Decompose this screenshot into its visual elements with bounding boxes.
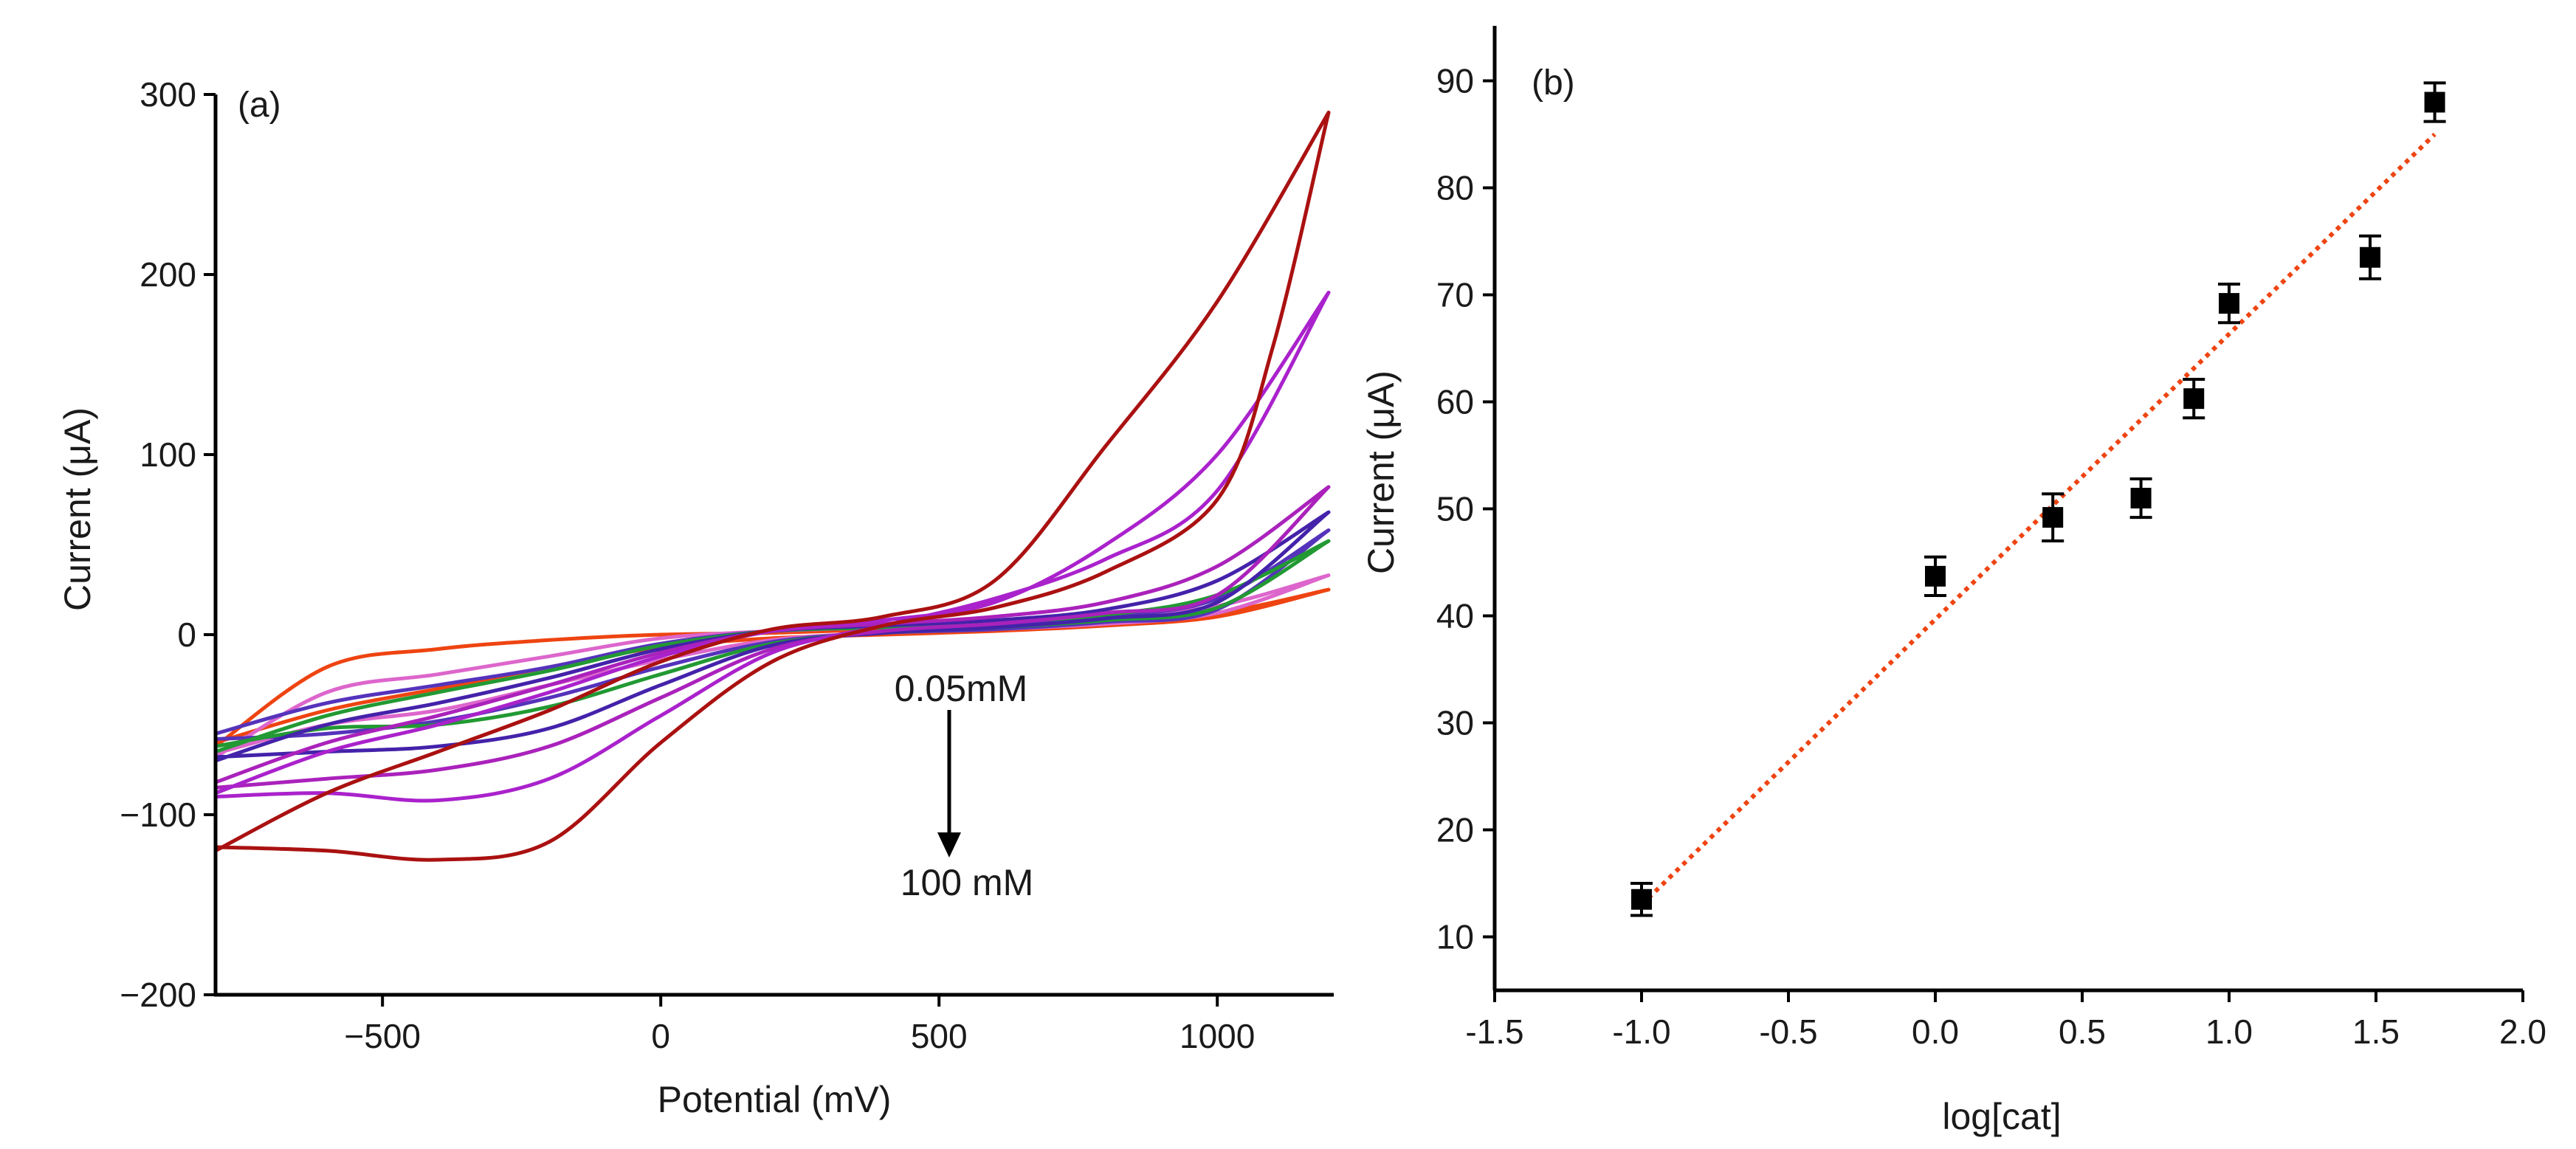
panel-a: −500 0 500 1000 −200 −100 0 100 200 300 (a) Poten… [57,75,1334,1120]
data-point [2424,92,2445,113]
y-tick-label: 80 [1436,169,1474,207]
y-tick-label: 40 [1436,597,1474,635]
data-point [2130,488,2152,508]
cv-curve-3 [215,528,1331,741]
cv-curve-6 [215,485,1331,790]
x-tick-label: 1.5 [2352,1012,2400,1051]
panel-b-y-axis-label: Current (μA) [1360,370,1402,574]
y-tick-label: 100 [140,435,196,474]
data-points [1630,81,2446,917]
x-tick-label: 2.0 [2499,1012,2546,1051]
y-tick-label: 90 [1436,62,1474,100]
y-tick-label: 300 [140,75,196,114]
x-tick-label: 0.5 [2059,1012,2106,1051]
fit-line-group [1639,132,2436,907]
y-tick-label: 50 [1436,490,1474,528]
cv-curve-7 [215,290,1331,803]
y-tick-label: 200 [140,255,196,294]
data-point [1925,565,1946,587]
y-tick-label: 20 [1436,811,1474,849]
y-tick-label: −100 [120,796,196,834]
x-tick-label: 500 [911,1017,968,1055]
cv-curves [214,110,1331,862]
x-tick-label: 0 [651,1017,670,1055]
cv-curve-5 [215,510,1331,763]
data-point [2360,246,2381,268]
panel-b-x-axis-label: log[cat] [1942,1096,2061,1137]
y-tick-label: 60 [1436,383,1474,421]
data-point [2219,293,2239,314]
panel-b-label: (b) [1532,63,1575,103]
cv-curve-8 [214,110,1331,862]
concentration-arrow-head [937,832,961,858]
x-tick-label: 0.0 [1912,1012,1959,1051]
cv-curve-4 [215,539,1331,753]
y-tick-label: 10 [1436,918,1474,956]
x-tick-label: -1.5 [1465,1012,1523,1051]
y-tick-label: 0 [177,615,196,654]
panel-b: -1.5 -1.0 -0.5 0.0 0.5 1.0 1.5 2.0 10 20 30 40 50 60 7… [1360,26,2546,1137]
x-tick-label: 1.0 [2205,1012,2253,1051]
x-tick-label: -0.5 [1759,1012,1817,1051]
panel-a-y-axis-label: Current (μA) [57,407,98,611]
x-tick-label: −500 [344,1017,421,1055]
annotation-low-concentration: 0.05mM [895,668,1028,709]
panel-a-x-axis-label: Potential (mV) [658,1079,892,1120]
annotation-high-concentration: 100 mM [900,862,1034,903]
y-tick-label: 30 [1436,704,1474,742]
data-point [2042,507,2064,528]
fit-line [1639,132,2436,907]
y-tick-label: 70 [1436,276,1474,314]
data-point [2183,388,2205,410]
panel-a-ticks: −500 0 500 1000 −200 −100 0 100 200 300 [120,75,1255,1055]
data-point [1631,889,1652,910]
cv-curve-2 [214,573,1331,759]
panel-b-ticks: -1.5 -1.0 -0.5 0.0 0.5 1.0 1.5 2.0 10 20 30 40 50 60 7… [1436,62,2546,1052]
x-tick-label: 1000 [1179,1017,1255,1055]
x-tick-label: -1.0 [1612,1012,1670,1051]
y-tick-label: −200 [120,976,196,1014]
panel-a-label: (a) [238,86,281,125]
